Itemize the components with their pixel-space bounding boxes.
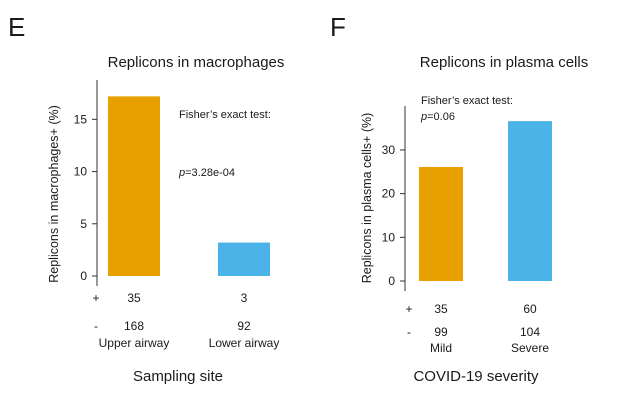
panel-e-y-tick-label: 0 <box>80 269 87 283</box>
panel-e-count-table: +35 3 - 168 92 Upper airway Lower airway <box>92 291 279 350</box>
panel-e-category-label: Upper airway <box>99 336 170 350</box>
panel-f-y-axis-label: Replicons in plasma cells+ (%) <box>360 113 374 284</box>
panel-f-count-value: 104 <box>520 325 540 339</box>
panel-e-y-axis-label: Replicons in macrophages+ (%) <box>47 105 61 283</box>
panel-e-count-value: 3 <box>241 291 248 305</box>
panel-f-x-axis-label: COVID-19 severity <box>413 368 539 385</box>
panel-e-bar-lower-airway <box>218 242 270 276</box>
panel-f-y-tick-label: 0 <box>388 274 395 288</box>
panel-f-count-value: 60 <box>523 302 537 316</box>
panel-e-x-axis-label: Sampling site <box>133 368 223 385</box>
panel-f-test-annotation: Fisher’s exact test: <box>421 95 513 107</box>
panel-f-bar-severe <box>508 121 552 282</box>
panel-f-count-value: 35 <box>434 302 448 316</box>
panel-e-count-row-sign: + <box>92 291 99 305</box>
panel-f-y-ticks: 0 10 20 30 <box>382 143 405 288</box>
panel-e-test-annotation: Fisher’s exact test: <box>179 109 271 121</box>
panel-f-bar-mild <box>419 166 463 281</box>
panel-e-y-tick-label: 10 <box>74 165 88 179</box>
panel-e-y-ticks: 0 5 10 15 <box>74 112 97 283</box>
panel-e-y-tick-label: 15 <box>74 112 88 126</box>
panel-e-p-number: =3.28e-04 <box>185 167 235 179</box>
panel-e-count-value: 92 <box>237 319 251 333</box>
panel-f-count-value: 99 <box>434 325 448 339</box>
panel-e-p-symbol: p <box>178 167 185 179</box>
panel-f-y-tick-label: 10 <box>382 230 396 244</box>
panel-e-y-tick-label: 5 <box>80 217 87 231</box>
panel-e: E Replicons in macrophages Replicons in … <box>8 12 284 385</box>
panel-f-count-row-sign: - <box>407 325 411 339</box>
panel-f-y-tick-label: 30 <box>382 143 396 157</box>
panel-f-title: Replicons in plasma cells <box>420 54 588 71</box>
panel-e-title: Replicons in macrophages <box>108 54 285 71</box>
panel-f-p-number: =0.06 <box>427 111 455 123</box>
panel-e-count-value: 168 <box>124 319 144 333</box>
panel-f-count-row-sign: + <box>405 302 412 316</box>
panel-f-bars <box>419 121 552 282</box>
panel-f-p-value: p=0.06 <box>420 111 455 123</box>
panel-e-bars <box>108 96 270 276</box>
panel-e-bar-upper-airway <box>108 96 160 276</box>
panel-f-y-tick-label: 20 <box>382 187 396 201</box>
panel-f-p-symbol: p <box>420 111 427 123</box>
panel-f-count-table: +35 60 - 99 104 Mild Severe <box>405 302 549 355</box>
panel-e-category-label: Lower airway <box>209 336 280 350</box>
panel-e-p-value: p=3.28e-04 <box>178 167 235 179</box>
panel-e-count-row-sign: - <box>94 319 98 333</box>
panel-f: F Replicons in plasma cells Replicons in… <box>330 12 588 385</box>
panel-f-category-label: Severe <box>511 341 549 355</box>
panel-letter-f: F <box>330 12 346 42</box>
panel-e-count-value: 35 <box>127 291 141 305</box>
panel-letter-e: E <box>8 12 25 42</box>
panel-f-category-label: Mild <box>430 341 452 355</box>
